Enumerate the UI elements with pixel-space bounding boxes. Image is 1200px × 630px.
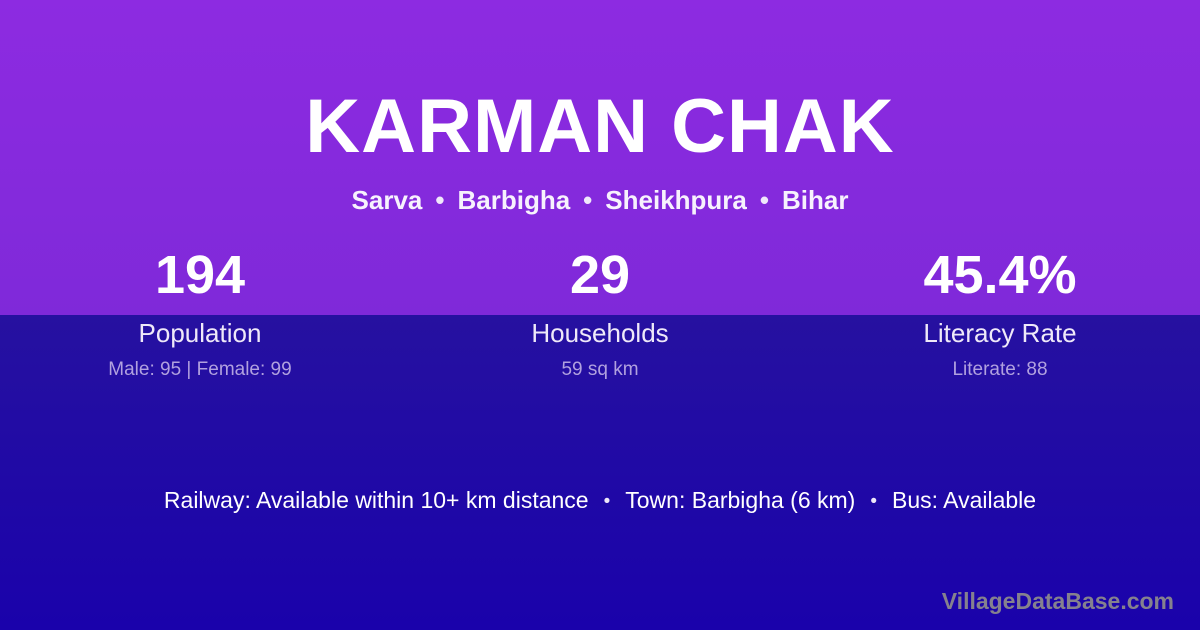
- literacy-detail: Literate: 88: [952, 359, 1048, 380]
- literacy-value: 45.4%: [923, 245, 1077, 305]
- town-info: Town: Barbigha (6 km): [625, 487, 856, 513]
- stat-population: 194 Population Male: 95 | Female: 99: [0, 245, 400, 382]
- bullet-separator: •: [759, 185, 769, 215]
- breadcrumb-item-district: Sheikhpura: [605, 185, 747, 215]
- households-value: 29: [569, 245, 631, 305]
- bullet-separator: •: [583, 185, 593, 215]
- households-detail: 59 sq km: [561, 359, 639, 380]
- population-label: Population: [138, 318, 262, 348]
- stat-households: 29 Households 59 sq km: [400, 245, 800, 382]
- breadcrumb-item-village: Sarva: [351, 185, 423, 215]
- population-detail: Male: 95 | Female: 99: [108, 359, 292, 380]
- breadcrumb-item-block: Barbigha: [457, 185, 571, 215]
- breadcrumb: Sarva • Barbigha • Sheikhpura • Bihar: [0, 184, 1200, 216]
- households-label: Households: [531, 318, 669, 348]
- bullet-separator: •: [603, 491, 611, 512]
- bullet-separator: •: [870, 491, 877, 512]
- literacy-label: Literacy Rate: [923, 318, 1077, 348]
- bullet-separator: •: [435, 185, 445, 215]
- railway-info: Railway: Available within 10+ km distanc…: [163, 487, 589, 513]
- bus-info: Bus: Available: [892, 487, 1037, 513]
- stats-row: 194 Population Male: 95 | Female: 99 29 …: [0, 245, 1200, 382]
- watermark-brand: VillageDataBase.com: [941, 588, 1174, 614]
- village-title: KARMAN CHAK: [305, 84, 895, 169]
- population-value: 194: [154, 245, 246, 305]
- stat-literacy: 45.4% Literacy Rate Literate: 88: [800, 245, 1200, 382]
- transport-info-line: Railway: Available within 10+ km distanc…: [0, 486, 1200, 516]
- breadcrumb-item-state: Bihar: [781, 185, 849, 215]
